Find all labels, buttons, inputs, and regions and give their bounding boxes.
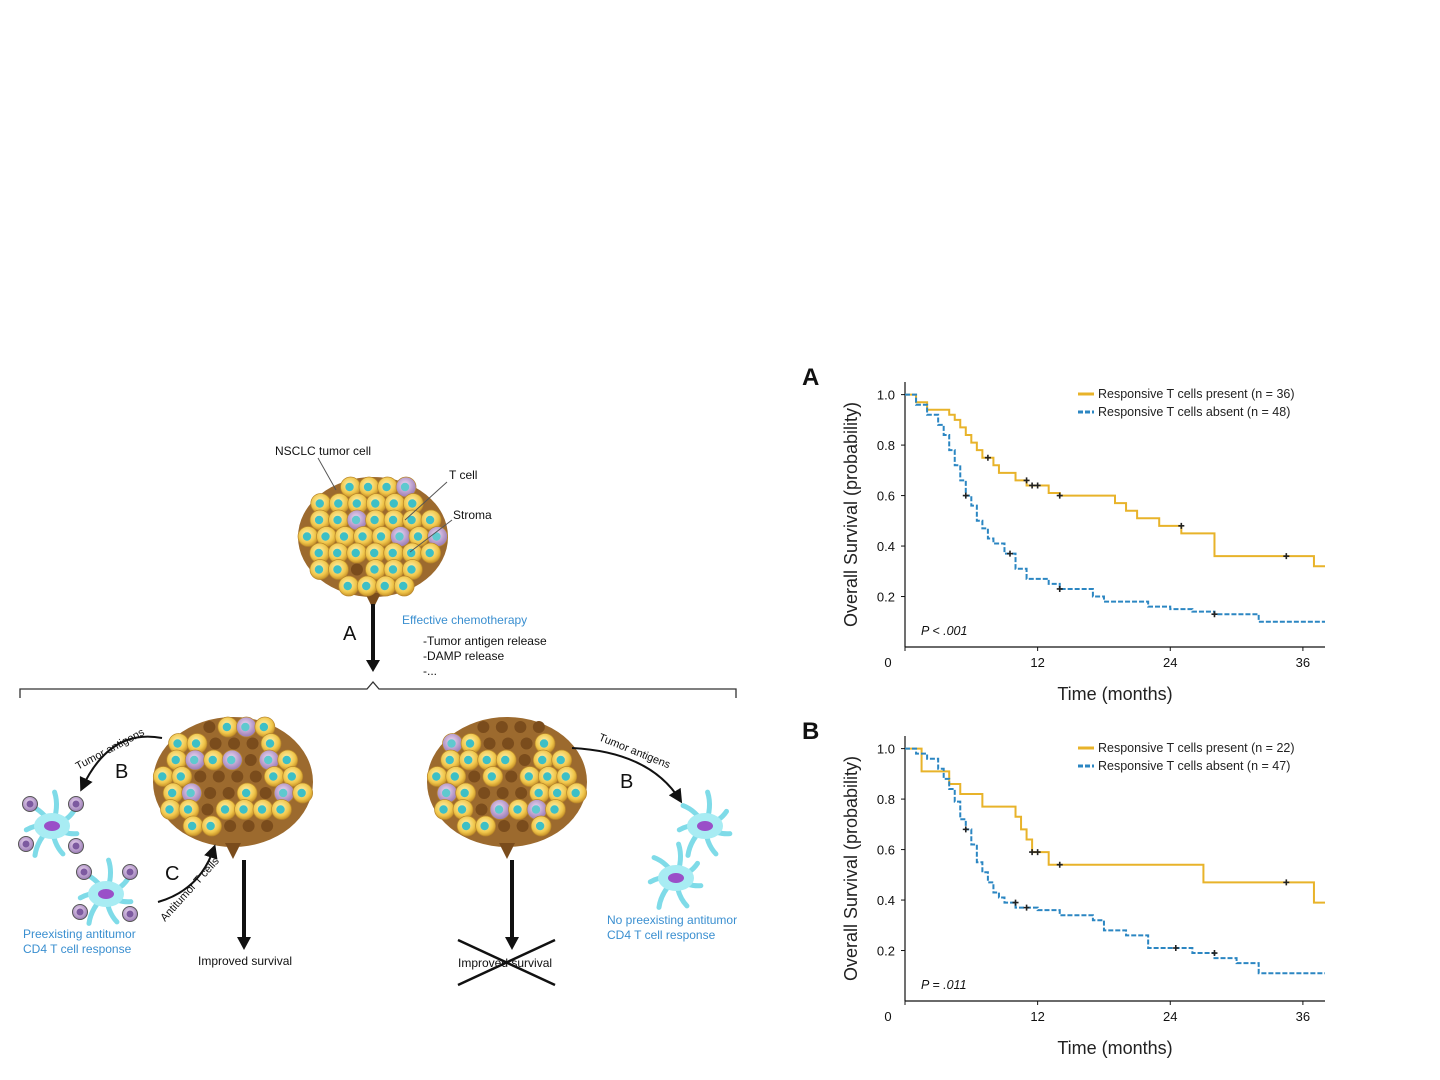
legend-label: Responsive T cells present (n = 36) <box>1098 387 1295 401</box>
left-tumor-illustration <box>152 716 314 859</box>
right-tumor-illustration <box>426 717 588 859</box>
y-tick-label: 0.4 <box>877 893 895 908</box>
legend-label: Responsive T cells present (n = 22) <box>1098 741 1295 755</box>
survival-curve-present <box>905 747 1325 904</box>
censor-mark <box>1211 950 1218 957</box>
x-tick-label: 36 <box>1296 1009 1310 1024</box>
km-chart-b: 0.2 0.4 0.6 0.8 1.0 0 12 24 36 Overall Survival (… <box>841 736 1325 1058</box>
censor-mark <box>1283 879 1290 886</box>
left-response-line1: Preexisting antitumor <box>23 927 136 941</box>
left-antigen-arrow <box>79 735 163 792</box>
chemo-item-3: -... <box>423 664 437 678</box>
y-tick-label: 1.0 <box>877 742 895 757</box>
stroma-leader <box>409 519 453 553</box>
y-tick-label: 0.2 <box>877 944 895 959</box>
censor-mark <box>1023 904 1030 911</box>
y-tick-label: 0.6 <box>877 843 895 858</box>
p-value-annotation: P < .001 <box>921 624 967 638</box>
chemo-title: Effective chemotherapy <box>402 613 527 627</box>
panel-b-letter: B <box>802 718 820 745</box>
arrow-a-label: A <box>343 623 357 645</box>
left-b-label: B <box>115 761 128 783</box>
left-outcome-label: Improved survival <box>198 954 292 968</box>
right-b-label: B <box>620 771 633 793</box>
t-cell-label: T cell <box>449 468 477 482</box>
right-antigen-arrow <box>571 747 683 804</box>
right-response-line2: CD4 T cell response <box>607 928 716 942</box>
y-tick-label: 0.2 <box>877 590 895 605</box>
c-label: C <box>165 863 179 885</box>
right-tumor-antigens-label: Tumor antigens <box>597 732 672 772</box>
censor-mark <box>1211 611 1218 618</box>
y-tick-label: 0.4 <box>877 539 895 554</box>
censor-mark <box>1283 553 1290 560</box>
right-dendritic-cell-2 <box>647 841 704 910</box>
p-value-annotation: P = .011 <box>921 978 967 992</box>
cross-out-line-2 <box>457 938 556 987</box>
tumor-cell-label: NSCLC tumor cell <box>275 444 371 458</box>
tumor-cell-leader <box>317 457 337 491</box>
stroma-label: Stroma <box>453 508 492 522</box>
censor-mark <box>962 492 969 499</box>
top-tumor-illustration <box>297 476 448 609</box>
legend-label: Responsive T cells absent (n = 48) <box>1098 405 1290 419</box>
y-tick-label: 0.8 <box>877 792 895 807</box>
x-axis-title: Time (months) <box>1057 684 1172 704</box>
x-axis-title: Time (months) <box>1057 1038 1172 1058</box>
left-dendritic-cell-1 <box>18 789 84 858</box>
survival-curve-present <box>905 393 1325 568</box>
y-tick-label: 1.0 <box>877 388 895 403</box>
censor-mark <box>962 826 969 833</box>
arrow-a-head <box>366 660 380 672</box>
censor-mark <box>1172 945 1179 951</box>
branch-bracket <box>19 681 737 698</box>
chemo-item-1: -Tumor antigen release <box>423 634 547 648</box>
survival-curve-absent <box>905 393 1325 623</box>
left-dendritic-cell-2 <box>72 857 138 926</box>
y-axis-title: Overall Survival (probability) <box>841 756 861 981</box>
survival-curve-absent <box>905 747 1325 975</box>
left-tumor-antigens-label: Tumor antigens <box>74 726 147 773</box>
censor-mark <box>1007 550 1013 557</box>
censor-mark <box>1178 522 1185 529</box>
immunology-diagram: NSCLC tumor cell T cell Stroma A Effecti… <box>18 444 737 987</box>
censor-mark <box>1034 482 1041 489</box>
x-tick-label: 12 <box>1030 655 1044 670</box>
right-dendritic-cell-1 <box>676 789 733 858</box>
censor-mark <box>1012 899 1019 906</box>
censor-mark <box>1056 492 1063 499</box>
km-chart-a: 0.2 0.4 0.6 0.8 1.0 0 12 24 36 Overall Survival (… <box>841 382 1325 704</box>
x-tick-label: 24 <box>1163 1009 1177 1024</box>
y-axis-title: Overall Survival (probability) <box>841 402 861 627</box>
panel-a-letter: A <box>802 364 820 391</box>
t-cell-leader <box>404 481 448 521</box>
censor-mark <box>984 454 991 461</box>
legend-label: Responsive T cells absent (n = 47) <box>1098 759 1290 773</box>
x-tick-label: 0 <box>884 655 891 670</box>
censor-mark <box>1056 861 1063 868</box>
x-tick-label: 0 <box>884 1009 891 1024</box>
censor-mark <box>1034 849 1041 856</box>
y-tick-label: 0.8 <box>877 438 895 453</box>
x-tick-label: 24 <box>1163 655 1177 670</box>
chemo-item-2: -DAMP release <box>423 649 504 663</box>
x-tick-label: 12 <box>1030 1009 1044 1024</box>
censor-mark <box>1023 477 1030 484</box>
x-tick-label: 36 <box>1296 655 1310 670</box>
censor-mark <box>1029 849 1036 856</box>
y-tick-label: 0.6 <box>877 489 895 504</box>
censor-mark <box>1056 585 1063 592</box>
right-response-line1: No preexisting antitumor <box>607 913 737 927</box>
left-response-line2: CD4 T cell response <box>23 942 132 956</box>
antitumor-t-cell-arrow <box>157 844 218 903</box>
censor-mark <box>1029 482 1036 489</box>
